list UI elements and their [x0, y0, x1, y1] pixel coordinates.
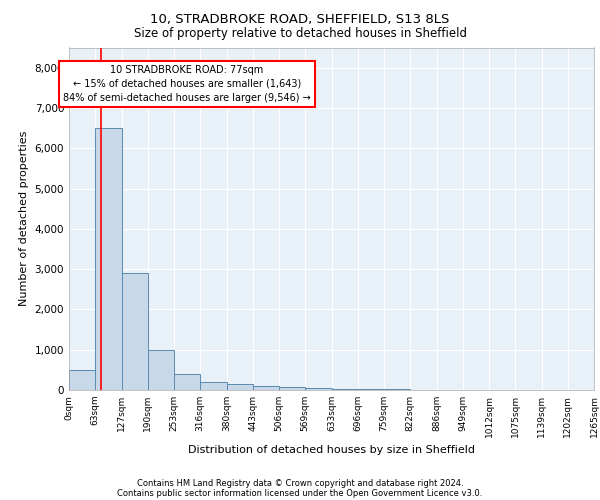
Bar — [331, 389, 358, 390]
Bar — [95, 128, 121, 390]
Bar — [69, 370, 95, 390]
Bar — [279, 387, 305, 390]
Text: 10 STRADBROKE ROAD: 77sqm
← 15% of detached houses are smaller (1,643)
84% of se: 10 STRADBROKE ROAD: 77sqm ← 15% of detac… — [63, 65, 311, 103]
Text: 10, STRADBROKE ROAD, SHEFFIELD, S13 8LS: 10, STRADBROKE ROAD, SHEFFIELD, S13 8LS — [151, 12, 449, 26]
Bar — [174, 374, 200, 390]
Bar — [200, 382, 227, 390]
Text: Contains HM Land Registry data © Crown copyright and database right 2024.: Contains HM Land Registry data © Crown c… — [137, 478, 463, 488]
Bar — [305, 388, 331, 390]
Y-axis label: Number of detached properties: Number of detached properties — [19, 131, 29, 306]
Bar — [121, 273, 148, 390]
Bar — [148, 350, 174, 390]
Text: Size of property relative to detached houses in Sheffield: Size of property relative to detached ho… — [133, 28, 467, 40]
Text: Contains public sector information licensed under the Open Government Licence v3: Contains public sector information licen… — [118, 488, 482, 498]
Bar — [253, 386, 279, 390]
Bar — [227, 384, 253, 390]
X-axis label: Distribution of detached houses by size in Sheffield: Distribution of detached houses by size … — [188, 446, 475, 456]
Bar — [358, 389, 384, 390]
